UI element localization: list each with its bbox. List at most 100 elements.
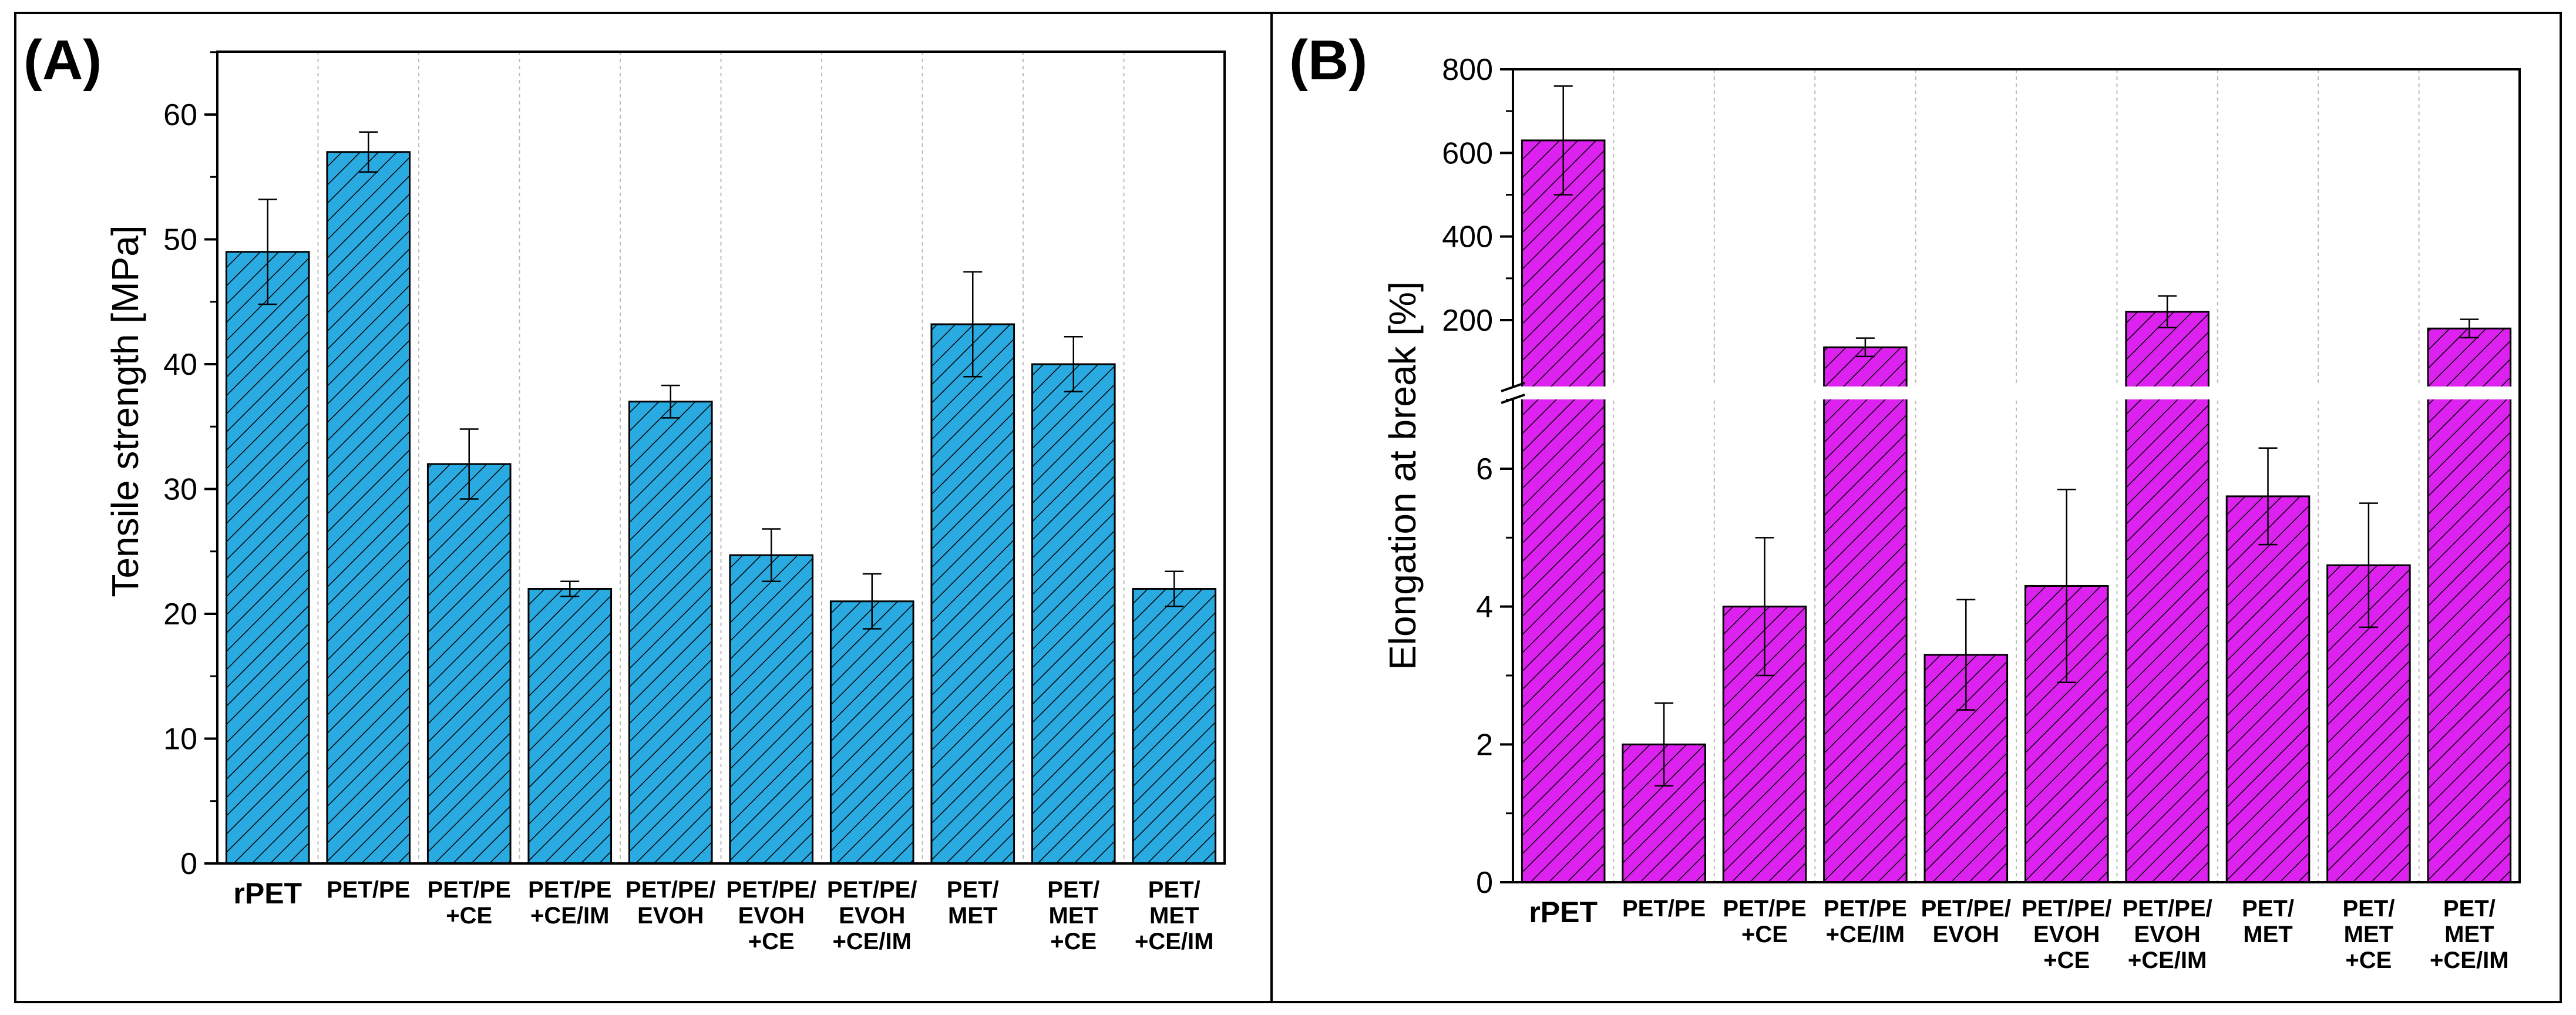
category-label: PET/MET +CE [1047, 877, 1099, 954]
y-tick-label: 30 [163, 473, 197, 507]
panel-a-label: (A) [23, 29, 102, 92]
bar-hatch [426, 463, 512, 865]
category-label-line: PET/ [1047, 877, 1099, 903]
category-label-line: MET [1049, 903, 1098, 929]
category-label-line: PET/PE [327, 877, 410, 903]
category-label-line: PET/PE [528, 877, 611, 903]
category-label-line: PET/PE [1824, 896, 1907, 922]
y-tick-label: 200 [1442, 304, 1493, 338]
bar-hatch [2125, 311, 2210, 883]
category-label: PET/PE/EVOH +CE [2022, 896, 2111, 973]
category-label-line: PET/ [2242, 896, 2294, 922]
bar-hatch [1031, 363, 1116, 865]
bar-hatch [326, 151, 411, 865]
category-label-line: PET/PE [1723, 896, 1806, 922]
category-label-line: PET/PE [428, 877, 511, 903]
category-label-line: PET/PE [1622, 896, 1706, 922]
category-label-line: EVOH [738, 903, 805, 929]
category-label-line: PET/PE/ [2122, 896, 2212, 922]
category-label: PET/MET +CE [2342, 896, 2395, 973]
category-label-line: MET [1149, 903, 1199, 929]
category-label-line: +CE/IM [1826, 922, 1905, 947]
panel-b-ylabel: Elongation at break [%] [1381, 281, 1424, 670]
category-label-line: EVOH [637, 903, 704, 929]
panel-a-y-axis: 0 10 20 30 40 50 60 [163, 51, 217, 881]
category-label: PET/MET +CE/IM [2430, 896, 2508, 973]
category-label: PET/PE/EVOH +CE [727, 877, 816, 954]
category-label-line: +CE [446, 903, 492, 929]
y-tick-label: 10 [163, 722, 197, 757]
panel-b-label: (B) [1289, 29, 1367, 92]
panel-b: (B) Elongation at break [%] 0 2 4 6 200 400 60… [1289, 29, 2521, 973]
bar-hatch [628, 401, 713, 865]
panel-b-grid [1613, 69, 2420, 882]
y-tick-label: 0 [180, 847, 197, 881]
panel-b-bars [1521, 139, 2512, 883]
panel-a-error-bars [258, 131, 1184, 630]
panel-a-plot-frame [216, 51, 1226, 865]
category-label-line: +CE [1741, 922, 1788, 947]
panel-b-break-mark-top [1501, 382, 1525, 392]
bar-hatch [527, 588, 613, 865]
panel-b-break-mark-bottom [1501, 394, 1525, 404]
bar-hatch [930, 323, 1015, 865]
category-label-line: PET/PE/ [625, 877, 715, 903]
panel-b-plot-frame [1512, 68, 2521, 883]
panel-b-axis-break-gap [1513, 386, 2520, 399]
category-label-line: PET/ [2342, 896, 2395, 922]
category-label: PET/PE [327, 877, 410, 903]
category-label-line: PET/PE/ [2022, 896, 2111, 922]
category-label: PET/MET +CE/IM [1135, 877, 1213, 954]
y-tick-label: 6 [1476, 452, 1493, 486]
category-label-line: PET/PE/ [727, 877, 816, 903]
y-tick-label: 600 [1442, 136, 1493, 170]
y-tick-label: 0 [1476, 866, 1493, 900]
bar-hatch [2225, 495, 2311, 883]
category-label: rPET [233, 877, 302, 910]
category-label-line: MET [2444, 922, 2494, 947]
panel-a: (A) Tensile strength [MPa] 0 10 20 30 40 50 60… [23, 29, 1226, 954]
category-label-line: PET/ [947, 877, 999, 903]
category-label-line: +CE [748, 929, 795, 954]
bar-hatch [1521, 139, 1606, 883]
category-label-line: MET [2344, 922, 2393, 947]
category-label: PET/PE/EVOH +CE/IM [2122, 896, 2212, 973]
bar-hatch [2427, 327, 2512, 883]
category-label-line: rPET [233, 877, 302, 910]
category-label: PET/MET [2242, 896, 2294, 947]
bar-hatch [829, 600, 914, 865]
panel-a-bars [225, 151, 1217, 865]
category-label-line: +CE [1050, 929, 1097, 954]
category-label-line: EVOH [2033, 922, 2100, 947]
category-label-line: rPET [1529, 896, 1598, 929]
category-label-line: PET/ [2443, 896, 2496, 922]
category-label-line: +CE/IM [2128, 947, 2207, 973]
y-tick-label: 50 [163, 223, 197, 257]
bar-hatch [1132, 588, 1217, 865]
category-label: rPET [1529, 896, 1598, 929]
category-label-line: EVOH [2134, 922, 2200, 947]
category-label-line: MET [948, 903, 997, 929]
category-label-line: PET/PE/ [1921, 896, 2011, 922]
category-label-line: MET [2243, 922, 2292, 947]
y-tick-label: 40 [163, 348, 197, 382]
category-label-line: +CE/IM [833, 929, 912, 954]
panel-a-grid [317, 52, 1125, 863]
category-label-line: +CE [2043, 947, 2090, 973]
y-tick-label: 4 [1476, 590, 1493, 624]
category-label: PET/PE/EVOH [625, 877, 715, 929]
panel-a-ylabel: Tensile strength [MPa] [104, 225, 146, 597]
category-label-line: PET/ [1148, 877, 1200, 903]
category-label: PET/MET [947, 877, 999, 929]
category-label: PET/PE +CE/IM [1824, 896, 1907, 947]
panel-b-error-bars [1553, 85, 2479, 787]
panel-b-y-axis: 0 2 4 6 200 400 600 800 [1442, 53, 1513, 900]
category-label: PET/PE [1622, 896, 1706, 922]
category-label-line: +CE/IM [2430, 947, 2508, 973]
category-label-line: +CE/IM [1135, 929, 1213, 954]
y-tick-label: 20 [163, 597, 197, 631]
category-label-line: EVOH [839, 903, 905, 929]
